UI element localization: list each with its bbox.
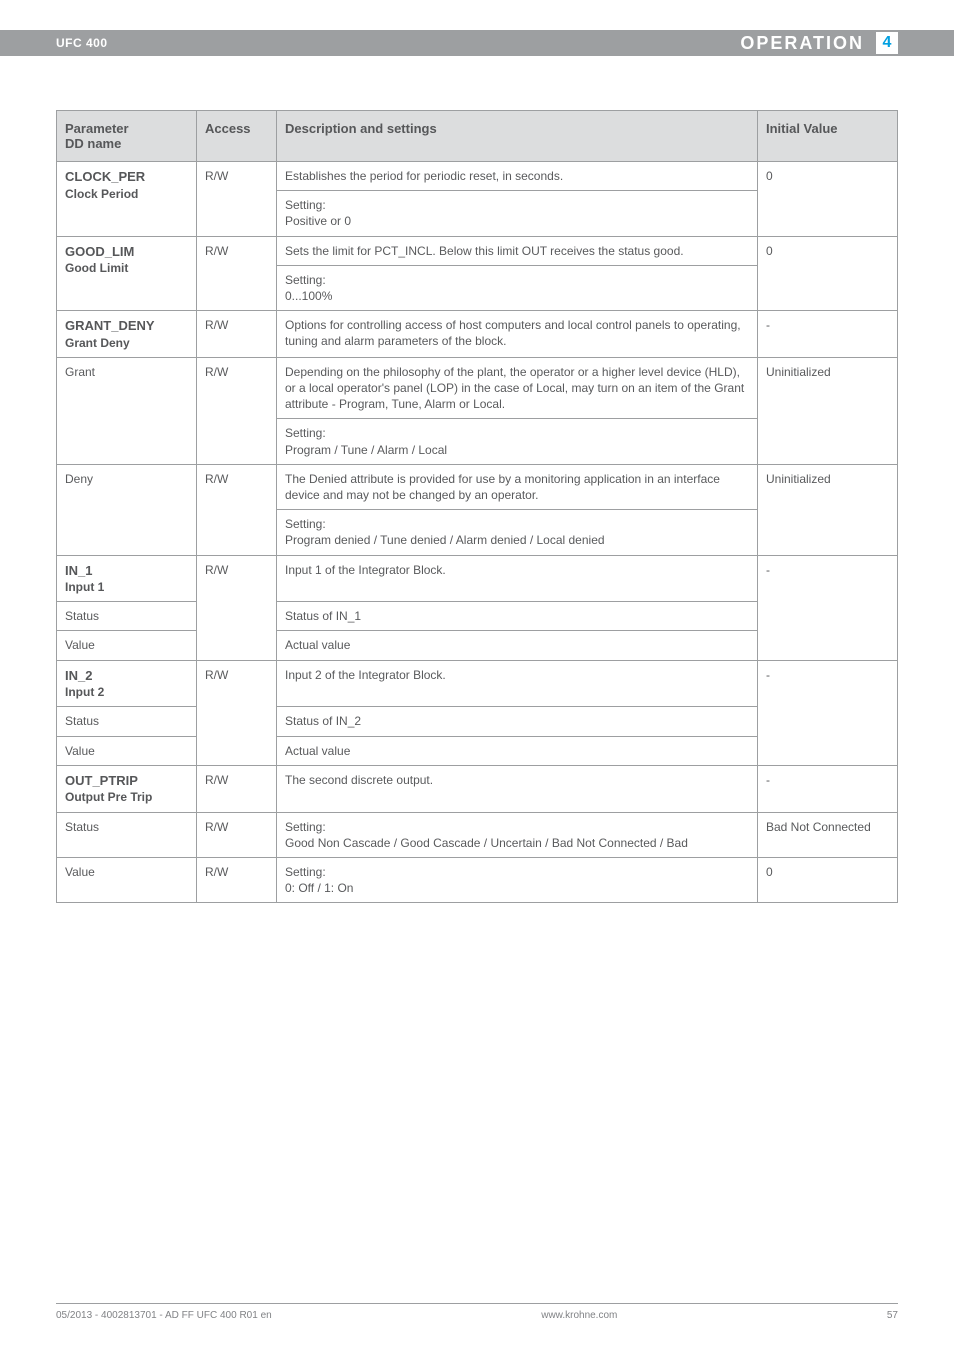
access-cell: R/W xyxy=(197,857,277,902)
initial-cell: Uninitialized xyxy=(758,357,898,464)
section-title: OPERATION xyxy=(740,33,864,54)
param-name-cell: IN_1 Input 1 xyxy=(57,555,197,602)
param-name-cell: Status xyxy=(57,707,197,736)
param-code: IN_2 xyxy=(65,667,188,685)
initial-cell: - xyxy=(758,660,898,765)
description-cell: The Denied attribute is provided for use… xyxy=(277,464,758,509)
param-name-cell: IN_2 Input 2 xyxy=(57,660,197,707)
param-code: GOOD_LIM xyxy=(65,243,188,261)
param-code: IN_1 xyxy=(65,562,188,580)
setting-cell: Setting: 0...100% xyxy=(277,265,758,310)
page-header: UFC 400 OPERATION 4 xyxy=(0,30,954,56)
param-code: CLOCK_PER xyxy=(65,168,188,186)
param-name-cell: Value xyxy=(57,857,197,902)
description-cell: Setting: 0: Off / 1: On xyxy=(277,857,758,902)
param-name-cell: Value xyxy=(57,631,197,660)
table-row: IN_2 Input 2 R/W Input 2 of the Integrat… xyxy=(57,660,898,707)
table-row: GRANT_DENY Grant Deny R/W Options for co… xyxy=(57,311,898,358)
param-dd: Input 1 xyxy=(65,579,188,595)
table-row: Grant R/W Depending on the philosophy of… xyxy=(57,357,898,419)
description-cell: The second discrete output. xyxy=(277,765,758,812)
footer-center: www.krohne.com xyxy=(541,1310,617,1321)
description-cell: Depending on the philosophy of the plant… xyxy=(277,357,758,419)
initial-cell: - xyxy=(758,311,898,358)
param-name-cell: Value xyxy=(57,736,197,765)
table-row: IN_1 Input 1 R/W Input 1 of the Integrat… xyxy=(57,555,898,602)
description-cell: Input 1 of the Integrator Block. xyxy=(277,555,758,602)
param-code: OUT_PTRIP xyxy=(65,772,188,790)
access-cell: R/W xyxy=(197,311,277,358)
col-access: Access xyxy=(197,111,277,162)
description-cell: Setting: Good Non Cascade / Good Cascade… xyxy=(277,812,758,857)
initial-cell: 0 xyxy=(758,857,898,902)
section-number-badge: 4 xyxy=(876,32,898,54)
col-description: Description and settings xyxy=(277,111,758,162)
table-row: Status R/W Setting: Good Non Cascade / G… xyxy=(57,812,898,857)
description-cell: Input 2 of the Integrator Block. xyxy=(277,660,758,707)
col-parameter: Parameter DD name xyxy=(57,111,197,162)
param-dd: Clock Period xyxy=(65,186,188,202)
product-code: UFC 400 xyxy=(0,36,122,50)
table-row: OUT_PTRIP Output Pre Trip R/W The second… xyxy=(57,765,898,812)
col-initial: Initial Value xyxy=(758,111,898,162)
param-name-cell: Deny xyxy=(57,464,197,555)
section-header: OPERATION 4 xyxy=(740,32,954,54)
access-cell: R/W xyxy=(197,464,277,555)
description-cell: Options for controlling access of host c… xyxy=(277,311,758,358)
table-row: GOOD_LIM Good Limit R/W Sets the limit f… xyxy=(57,236,898,265)
setting-cell: Setting: Program / Tune / Alarm / Local xyxy=(277,419,758,464)
access-cell: R/W xyxy=(197,236,277,311)
initial-cell: - xyxy=(758,555,898,660)
param-name-cell: Status xyxy=(57,812,197,857)
description-cell: Actual value xyxy=(277,631,758,660)
access-cell: R/W xyxy=(197,162,277,237)
col-parameter-text: Parameter DD name xyxy=(65,121,129,151)
access-cell: R/W xyxy=(197,660,277,765)
initial-cell: Bad Not Connected xyxy=(758,812,898,857)
initial-cell: Uninitialized xyxy=(758,464,898,555)
param-name-cell: Grant xyxy=(57,357,197,464)
description-cell: Sets the limit for PCT_INCL. Below this … xyxy=(277,236,758,265)
initial-cell: 0 xyxy=(758,162,898,237)
access-cell: R/W xyxy=(197,555,277,660)
setting-cell: Setting: Positive or 0 xyxy=(277,191,758,236)
description-cell: Actual value xyxy=(277,736,758,765)
table-row: Deny R/W The Denied attribute is provide… xyxy=(57,464,898,509)
param-dd: Output Pre Trip xyxy=(65,789,188,805)
initial-cell: 0 xyxy=(758,236,898,311)
access-cell: R/W xyxy=(197,765,277,812)
footer-page-number: 57 xyxy=(887,1310,898,1321)
setting-cell: Setting: Program denied / Tune denied / … xyxy=(277,510,758,555)
param-dd: Input 2 xyxy=(65,684,188,700)
param-name-cell: GOOD_LIM Good Limit xyxy=(57,236,197,311)
table-row: Value R/W Setting: 0: Off / 1: On 0 xyxy=(57,857,898,902)
access-cell: R/W xyxy=(197,357,277,464)
param-dd: Good Limit xyxy=(65,260,188,276)
description-cell: Establishes the period for periodic rese… xyxy=(277,162,758,191)
description-cell: Status of IN_2 xyxy=(277,707,758,736)
page-footer: 05/2013 - 4002813701 - AD FF UFC 400 R01… xyxy=(56,1303,898,1321)
param-code: GRANT_DENY xyxy=(65,317,188,335)
parameter-table: Parameter DD name Access Description and… xyxy=(56,110,898,903)
description-cell: Status of IN_1 xyxy=(277,602,758,631)
footer-left: 05/2013 - 4002813701 - AD FF UFC 400 R01… xyxy=(56,1310,272,1321)
initial-cell: - xyxy=(758,765,898,812)
param-name-cell: OUT_PTRIP Output Pre Trip xyxy=(57,765,197,812)
table-header-row: Parameter DD name Access Description and… xyxy=(57,111,898,162)
table-row: CLOCK_PER Clock Period R/W Establishes t… xyxy=(57,162,898,191)
param-name-cell: CLOCK_PER Clock Period xyxy=(57,162,197,237)
param-name-cell: Status xyxy=(57,602,197,631)
access-cell: R/W xyxy=(197,812,277,857)
param-name-cell: GRANT_DENY Grant Deny xyxy=(57,311,197,358)
param-dd: Grant Deny xyxy=(65,335,188,351)
